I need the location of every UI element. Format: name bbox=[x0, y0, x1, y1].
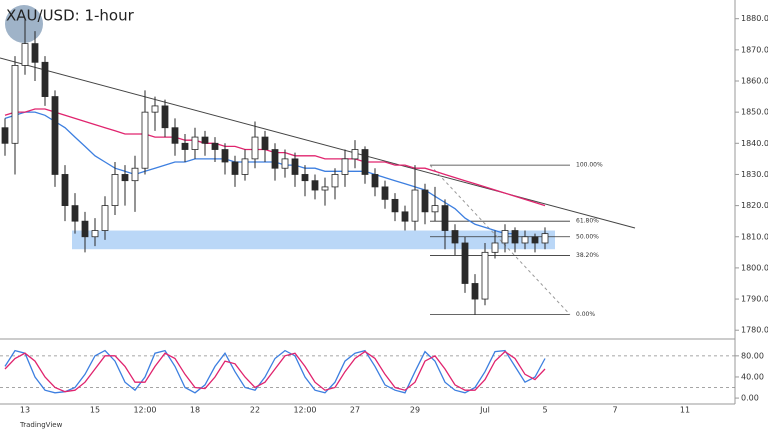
candle-body bbox=[481, 251, 489, 300]
series-line bbox=[4, 111, 515, 235]
fib-diagonal bbox=[429, 164, 571, 315]
fib-label: 50.00% bbox=[576, 233, 599, 240]
candle-body bbox=[531, 236, 539, 244]
x-tick-label: 22 bbox=[250, 406, 260, 415]
candle-body bbox=[411, 189, 419, 222]
candle-body bbox=[231, 161, 239, 175]
candle-body bbox=[521, 236, 529, 244]
footer: TradingView bbox=[19, 421, 63, 429]
candle-body bbox=[181, 142, 189, 150]
candle-body bbox=[441, 205, 449, 231]
candle-body bbox=[41, 61, 49, 97]
y-tick-label: 1830.00 bbox=[741, 170, 768, 179]
y-tick-label: 1840.00 bbox=[741, 139, 768, 148]
candle-body bbox=[311, 180, 319, 191]
candle-body bbox=[111, 174, 119, 207]
x-tick-label: 5 bbox=[542, 406, 547, 415]
candle-body bbox=[361, 149, 369, 175]
candle-body bbox=[141, 111, 149, 169]
candle-body bbox=[421, 189, 429, 213]
candle-body bbox=[431, 205, 439, 213]
candle-body bbox=[271, 149, 279, 169]
candle-body bbox=[351, 149, 359, 160]
candle-body bbox=[191, 136, 199, 150]
trendline bbox=[0, 57, 636, 229]
candle-body bbox=[541, 233, 549, 244]
candle-body bbox=[101, 205, 109, 231]
candle-body bbox=[451, 230, 459, 244]
candle-body bbox=[401, 211, 409, 222]
y-tick-label: 1790.00 bbox=[741, 295, 768, 304]
series-line bbox=[4, 349, 546, 394]
candle-body bbox=[301, 174, 309, 182]
candle-body bbox=[91, 230, 99, 238]
y-tick-label: 0.00 bbox=[741, 394, 759, 403]
candle-body bbox=[291, 158, 299, 175]
candle-body bbox=[331, 174, 339, 188]
y-tick-label: 1860.00 bbox=[741, 76, 768, 85]
series-line bbox=[4, 350, 546, 393]
y-tick-label: 1810.00 bbox=[741, 232, 768, 241]
candle-body bbox=[131, 167, 139, 182]
candle-body bbox=[161, 105, 169, 129]
candle-body bbox=[211, 142, 219, 150]
fib-label: 100.00% bbox=[576, 162, 603, 169]
candle-body bbox=[281, 158, 289, 169]
candle-body bbox=[1, 127, 9, 144]
x-tick-label: 11 bbox=[680, 406, 690, 415]
candle-body bbox=[491, 242, 499, 253]
x-tick-label: 7 bbox=[612, 406, 617, 415]
x-tick-label: 15 bbox=[90, 406, 100, 415]
candle-body bbox=[221, 149, 229, 163]
candle-body bbox=[71, 205, 79, 222]
fib-label: 0.00% bbox=[576, 311, 595, 318]
candle-body bbox=[371, 174, 379, 188]
x-tick-label: 12:00 bbox=[133, 406, 156, 415]
fib-label: 38.20% bbox=[576, 252, 599, 259]
candle-body bbox=[251, 136, 259, 160]
y-tick-label: 1850.00 bbox=[741, 108, 768, 117]
candle-body bbox=[121, 174, 129, 182]
x-tick-label: 29 bbox=[410, 406, 420, 415]
y-tick-label: 1820.00 bbox=[741, 201, 768, 210]
candle-body bbox=[151, 105, 159, 113]
y-tick-label: 1780.00 bbox=[741, 326, 768, 335]
y-tick-label: 1870.00 bbox=[741, 45, 768, 54]
candle-body bbox=[381, 186, 389, 200]
candle-body bbox=[501, 230, 509, 244]
candle-body bbox=[51, 96, 59, 175]
candle-body bbox=[471, 283, 479, 300]
y-tick-label: 40.00 bbox=[741, 372, 764, 381]
logo bbox=[5, 5, 43, 43]
x-tick-label: 12:00 bbox=[293, 406, 316, 415]
x-tick-label: 18 bbox=[190, 406, 200, 415]
candle-body bbox=[81, 220, 89, 238]
candle-body bbox=[241, 158, 249, 175]
fib-label: 61.80% bbox=[576, 218, 599, 225]
x-tick-label: Jul bbox=[479, 406, 490, 415]
candle-body bbox=[61, 174, 69, 207]
candle-body bbox=[21, 43, 29, 66]
chart-title: XAU/USD: 1-hour bbox=[6, 7, 135, 25]
candle-body bbox=[201, 136, 209, 144]
candle-body bbox=[171, 127, 179, 144]
x-tick-label: 13 bbox=[20, 406, 30, 415]
candle-body bbox=[461, 242, 469, 284]
candle-body bbox=[261, 136, 269, 150]
y-tick-label: 80.00 bbox=[741, 351, 764, 360]
y-tick-label: 1800.00 bbox=[741, 263, 768, 272]
candle-body bbox=[391, 198, 399, 213]
x-tick-label: 27 bbox=[350, 406, 360, 415]
y-tick-label: 1880.00 bbox=[741, 14, 768, 23]
candle-body bbox=[321, 186, 329, 191]
support-zone bbox=[72, 230, 555, 250]
candle-body bbox=[341, 158, 349, 175]
candle-body bbox=[31, 43, 39, 63]
candle-body bbox=[11, 65, 19, 144]
candle-body bbox=[511, 230, 519, 244]
